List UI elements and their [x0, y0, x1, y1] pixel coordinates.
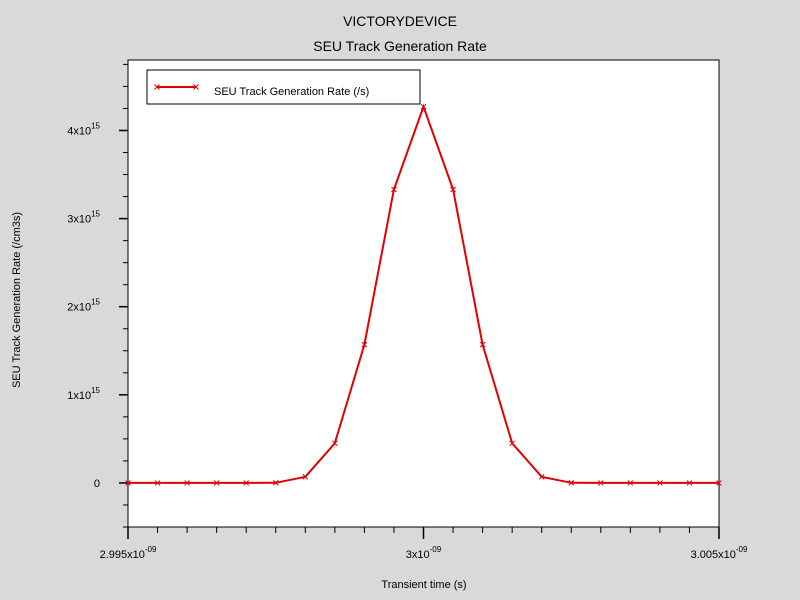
data-point: [302, 473, 309, 480]
data-point: [420, 103, 427, 110]
data-point: [391, 186, 397, 193]
y-axis-ticks: 0 1x1015 2x1015 3x1015 4x1015: [67, 63, 128, 528]
data-point: [538, 473, 545, 480]
y-tick-label: 3x1015: [67, 210, 100, 226]
data-point: [509, 440, 516, 447]
series-layer: [125, 103, 722, 486]
data-point: [154, 480, 161, 486]
data-point: [184, 480, 190, 486]
data-point: [657, 480, 663, 486]
x-tick-label: 3.005x10-09: [691, 545, 748, 561]
x-axis-ticks: 2.995x10-09 3x10-09 3.005x10-09: [100, 527, 748, 561]
legend-label: SEU Track Generation Rate (/s): [214, 86, 369, 98]
y-tick-label: 4x1015: [67, 121, 100, 137]
x-tick-label: 2.995x10-09: [100, 545, 157, 561]
data-point: [479, 341, 486, 348]
data-point: [361, 341, 368, 348]
legend-markers: [154, 84, 199, 90]
data-point: [243, 480, 250, 486]
data-point: [213, 480, 220, 486]
x-axis-label: Transient time (s): [381, 579, 466, 591]
legend: SEU Track Generation Rate (/s): [146, 69, 421, 105]
data-point: [686, 480, 693, 486]
y-tick-label: 0: [94, 478, 100, 490]
data-point: [125, 480, 131, 486]
legend-marker: [193, 84, 199, 90]
data-point: [568, 479, 575, 486]
y-tick-label: 1x1015: [67, 386, 100, 402]
y-tick-label: 2x1015: [67, 298, 100, 314]
chart-subtitle: SEU Track Generation Rate: [313, 38, 487, 54]
chart-title: VICTORYDEVICE: [343, 13, 457, 29]
data-point: [716, 480, 722, 486]
data-point: [597, 480, 604, 486]
y-axis-label: SEU Track Generation Rate (/cm3s): [11, 212, 23, 388]
data-point: [450, 186, 456, 193]
plot-area: [127, 59, 720, 528]
legend-marker: [154, 84, 160, 90]
data-point: [627, 480, 634, 486]
data-point: [272, 479, 279, 486]
data-point: [331, 440, 338, 447]
x-tick-label: 3x10-09: [406, 545, 442, 561]
